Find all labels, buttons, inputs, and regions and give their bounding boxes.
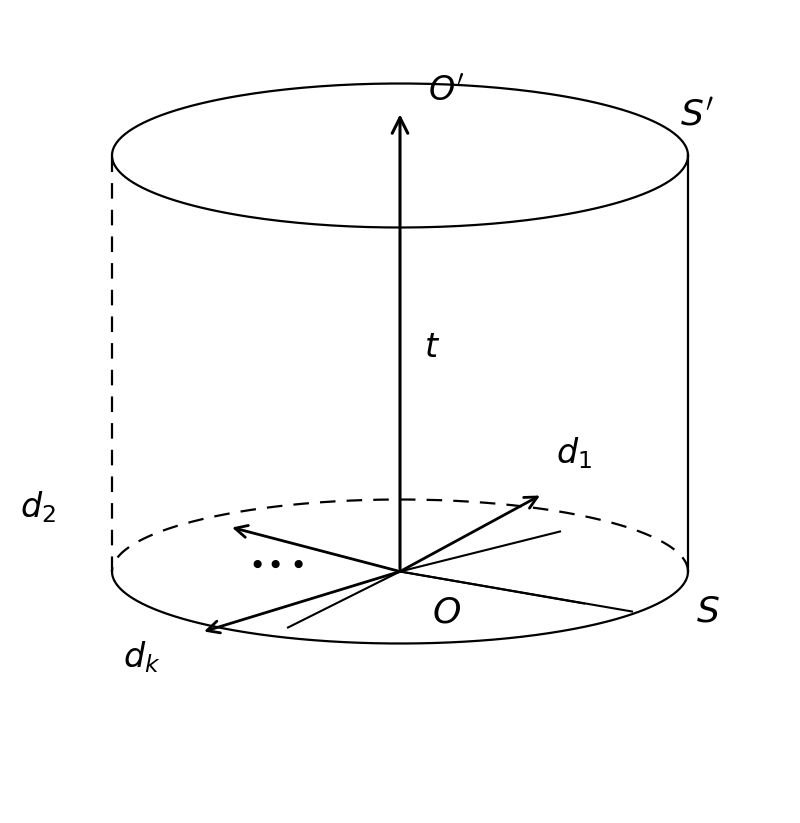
Text: $t$: $t$: [424, 331, 440, 364]
Text: $S'$: $S'$: [680, 99, 714, 133]
Text: $\bullet\!\bullet\!\bullet$: $\bullet\!\bullet\!\bullet$: [248, 550, 304, 578]
Text: $d_1$: $d_1$: [556, 436, 592, 472]
Text: $d_2$: $d_2$: [20, 490, 56, 525]
Text: $S$: $S$: [696, 594, 720, 629]
Text: $O'$: $O'$: [428, 75, 465, 108]
Text: $d_k$: $d_k$: [122, 639, 160, 675]
Text: $O$: $O$: [432, 596, 461, 630]
